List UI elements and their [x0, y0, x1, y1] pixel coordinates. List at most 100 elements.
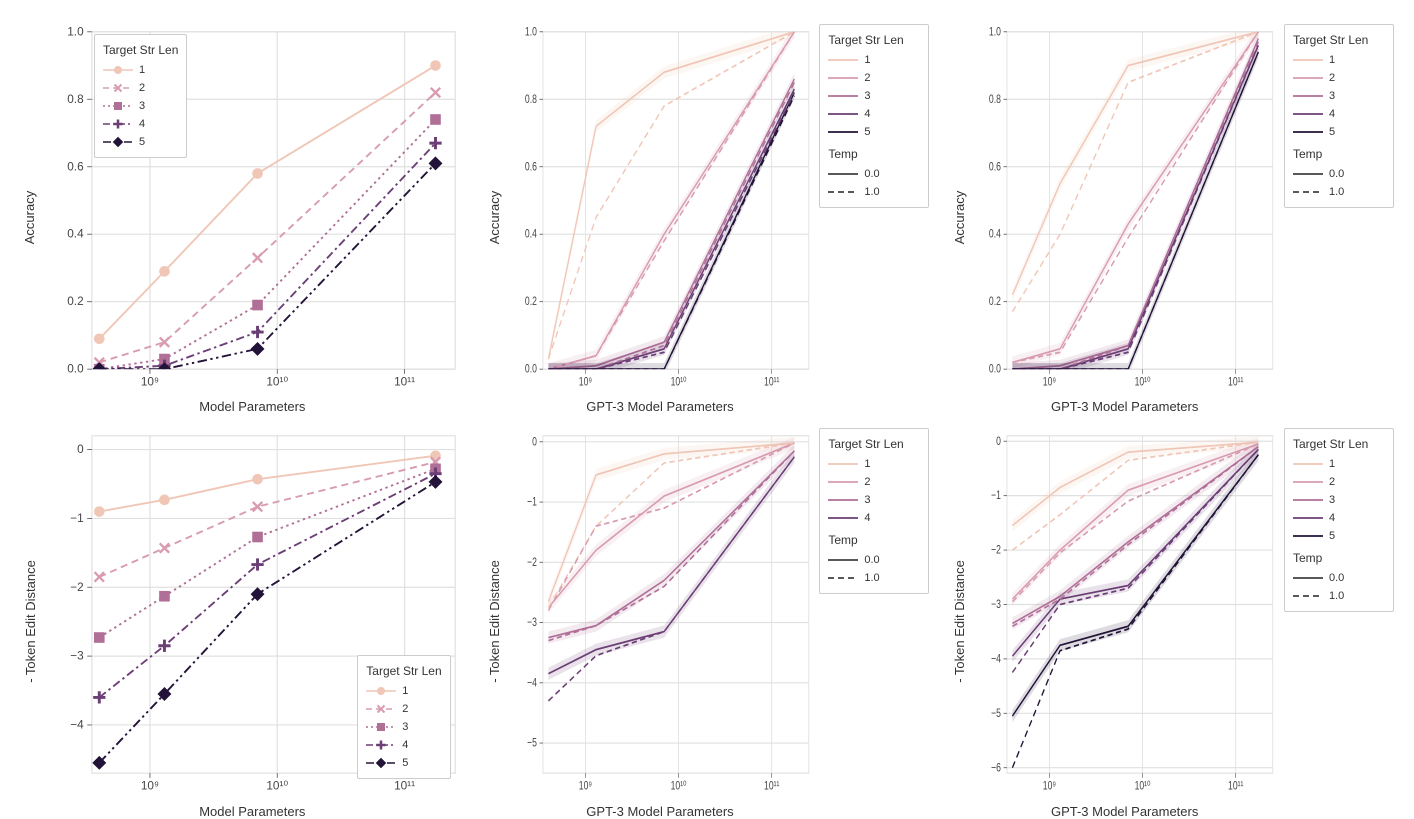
legend-swatch-icon: [828, 90, 858, 102]
legend-item: 3: [1293, 491, 1385, 509]
svg-text:−1: −1: [991, 491, 1001, 504]
legend-item: 4: [366, 736, 441, 754]
legend-item: 1.0: [1293, 183, 1385, 201]
svg-text:−6: −6: [991, 763, 1001, 776]
legend-item: 5: [1293, 527, 1385, 545]
legend-temp-title: Temp: [828, 145, 920, 163]
legend-label: 1: [1329, 52, 1385, 69]
legend-swatch-icon: [1293, 72, 1323, 84]
legend-label: 1: [864, 456, 920, 473]
legend-swatch-icon: [1293, 458, 1323, 470]
legend-item: 1: [366, 682, 441, 700]
legend-item: 1.0: [1293, 587, 1385, 605]
svg-text:10¹⁰: 10¹⁰: [670, 781, 686, 794]
legend-item: 2: [366, 700, 441, 718]
legend-label: 3: [864, 492, 920, 509]
legend-label: 3: [864, 88, 920, 105]
legend-label: 0.0: [864, 552, 920, 569]
legend-item: 1: [828, 51, 920, 69]
legend-label: 1: [864, 52, 920, 69]
legend-swatch-icon: [1293, 494, 1323, 506]
legend-label: 4: [864, 510, 920, 527]
legend-item: 2: [1293, 473, 1385, 491]
svg-text:10⁹: 10⁹: [141, 376, 159, 389]
legend-right: Target Str Len 1 2 3 4 5Temp 0.0 1.0: [819, 24, 929, 208]
svg-text:10¹⁰: 10¹⁰: [670, 377, 686, 390]
legend-swatch-icon: [828, 476, 858, 488]
legend-label: 1.0: [1329, 588, 1385, 605]
legend-item: 1.0: [828, 183, 920, 201]
svg-text:10⁹: 10⁹: [1043, 377, 1056, 390]
legend-swatch-icon: [1293, 90, 1323, 102]
legend-label: 2: [139, 80, 178, 97]
plot-area: 0.00.20.40.60.81.010⁹10¹⁰10¹¹ Model Para…: [40, 20, 465, 414]
x-axis-label: GPT-3 Model Parameters: [969, 802, 1280, 819]
legend-label: 4: [402, 737, 441, 754]
plot-area: 0.00.20.40.60.81.010⁹10¹⁰10¹¹ GPT-3 Mode…: [505, 20, 816, 414]
svg-text:10¹⁰: 10¹⁰: [1135, 781, 1151, 794]
legend-sidebar: Target Str Len 1 2 3 4 5Temp 0.0 1.0: [1280, 424, 1394, 818]
legend-temp-title: Temp: [1293, 549, 1385, 567]
svg-text:0: 0: [532, 437, 537, 450]
legend-item: 1: [103, 61, 178, 79]
legend-label: 3: [1329, 88, 1385, 105]
svg-text:−2: −2: [70, 581, 83, 594]
legend-label: 0.0: [1329, 166, 1385, 183]
legend-sidebar: Target Str Len 1 2 3 4Temp 0.0 1.0: [815, 424, 929, 818]
legend-swatch-icon: [1293, 512, 1323, 524]
legend-swatch-icon: [828, 458, 858, 470]
legend-swatch-icon: [828, 54, 858, 66]
legend-swatch-icon: [1293, 572, 1323, 584]
legend-swatch-icon: [828, 572, 858, 584]
svg-text:−4: −4: [70, 719, 84, 732]
legend-item: 0.0: [828, 551, 920, 569]
plot-area: −6−5−4−3−2−1010⁹10¹⁰10¹¹ GPT-3 Model Par…: [969, 424, 1280, 818]
svg-text:−2: −2: [991, 545, 1001, 558]
chart-panel: Accuracy 0.00.20.40.60.81.010⁹10¹⁰10¹¹ G…: [485, 20, 930, 414]
svg-text:0.4: 0.4: [525, 229, 537, 242]
legend-label: 3: [1329, 492, 1385, 509]
legend-label: 1: [139, 62, 178, 79]
chart-panel: - Token Edit Distance −6−5−4−3−2−1010⁹10…: [949, 424, 1394, 818]
svg-text:10¹¹: 10¹¹: [1228, 377, 1244, 390]
svg-text:0.0: 0.0: [989, 364, 1001, 377]
legend-item: 2: [1293, 69, 1385, 87]
legend-swatch-icon: [366, 721, 396, 733]
legend-swatch-icon: [828, 186, 858, 198]
svg-text:10¹¹: 10¹¹: [394, 780, 415, 793]
legend-swatch-icon: [103, 82, 133, 94]
x-axis-label: Model Parameters: [40, 397, 465, 414]
legend-swatch-icon: [828, 554, 858, 566]
svg-text:10⁹: 10⁹: [578, 781, 591, 794]
legend-swatch-icon: [1293, 126, 1323, 138]
svg-text:10⁹: 10⁹: [141, 780, 159, 793]
legend-right: Target Str Len 1 2 3 4 5Temp 0.0 1.0: [1284, 24, 1394, 208]
svg-text:−4: −4: [991, 654, 1001, 667]
legend-item: 0.0: [1293, 569, 1385, 587]
x-axis-label: GPT-3 Model Parameters: [505, 397, 816, 414]
svg-text:0: 0: [996, 436, 1001, 449]
svg-text:0.8: 0.8: [525, 94, 537, 107]
legend-item: 4: [103, 115, 178, 133]
svg-text:−3: −3: [70, 650, 84, 663]
svg-text:10¹¹: 10¹¹: [764, 377, 780, 390]
legend-label: 3: [402, 719, 441, 736]
legend-item: 4: [1293, 105, 1385, 123]
svg-text:0.4: 0.4: [67, 228, 84, 241]
legend-item: 3: [103, 97, 178, 115]
legend-label: 0.0: [1329, 570, 1385, 587]
svg-text:1.0: 1.0: [525, 26, 537, 39]
legend-item: 4: [828, 105, 920, 123]
legend-item: 4: [828, 509, 920, 527]
legend-swatch-icon: [828, 108, 858, 120]
legend-swatch-icon: [828, 494, 858, 506]
legend-swatch-icon: [103, 64, 133, 76]
svg-text:10¹⁰: 10¹⁰: [1135, 377, 1151, 390]
legend-item: 3: [828, 87, 920, 105]
legend-swatch-icon: [366, 739, 396, 751]
legend-inset: Target Str Len 1 2 3 4 5: [357, 655, 450, 779]
legend-item: 0.0: [1293, 165, 1385, 183]
legend-swatch-icon: [366, 685, 396, 697]
legend-item: 3: [1293, 87, 1385, 105]
legend-swatch-icon: [1293, 168, 1323, 180]
